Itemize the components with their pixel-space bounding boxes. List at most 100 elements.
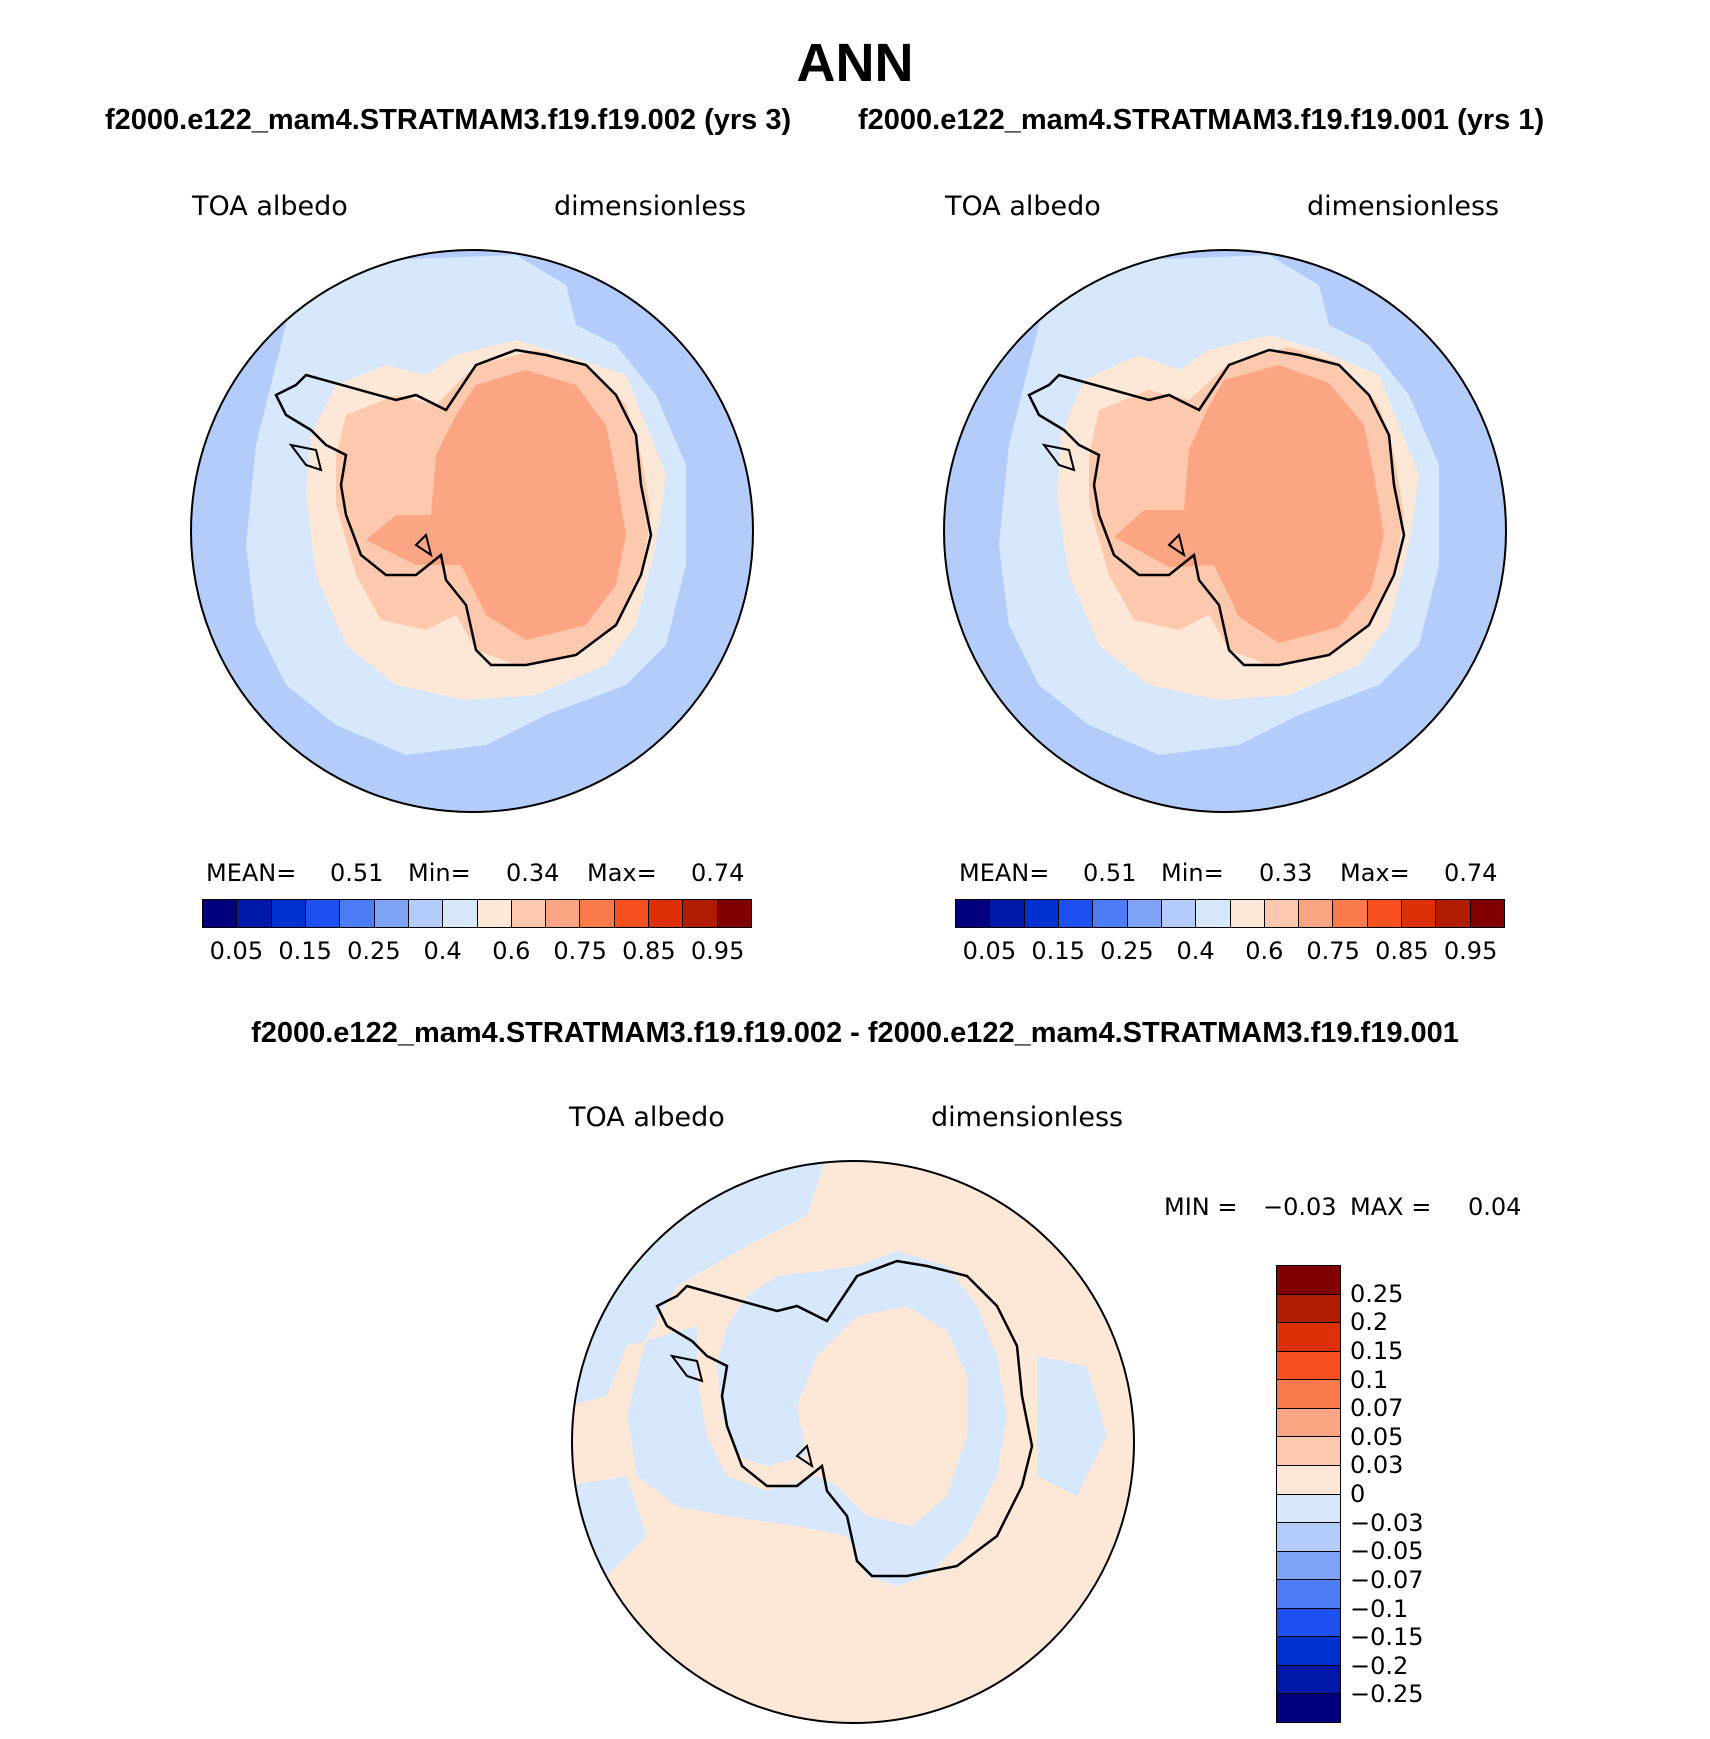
colorbar-tick-label: 0.85 [1375,937,1429,965]
colorbar-tick-label: 0.15 [1350,1336,1404,1365]
colorbar-tick-label: 0.4 [1176,937,1215,965]
panel2-colorbar [955,899,1505,928]
colorbar-tick-label: 0.85 [622,937,676,965]
diff-colorbar [1276,1265,1341,1723]
colorbar-box-10 [1277,1551,1340,1581]
colorbar-box-14 [1436,900,1471,927]
colorbar-box-1 [1277,1294,1340,1324]
colorbar-tick-label: −0.25 [1350,1680,1424,1709]
colorbar-box-9 [1277,1523,1340,1552]
colorbar-tick-label: 0.05 [1350,1422,1404,1451]
colorbar-box-3 [1277,1351,1340,1381]
panel2-interior [1114,365,1384,643]
diff-polar-map [571,1160,1135,1724]
colorbar-box-1 [237,900,272,927]
colorbar-box-15 [1277,1694,1340,1722]
colorbar-tick-label: 0.95 [1443,937,1498,965]
colorbar-box-11 [1333,900,1368,927]
colorbar-box-1 [990,900,1025,927]
colorbar-box-15 [717,900,751,927]
colorbar-box-2 [1024,900,1059,927]
panel1-units-label: dimensionless [554,191,747,222]
panel1-colorbar-ticks: 0.05 0.15 0.25 0.4 0.6 0.75 0.85 0.95 [202,937,752,967]
panel1-min-value: 0.34 [506,859,560,887]
colorbar-tick-label: 0.05 [209,937,264,965]
panel2-mean-label: MEAN= [959,859,1050,887]
page-title: ANN [796,33,914,93]
colorbar-tick-label: 0.2 [1350,1308,1389,1337]
diff-variable-label: TOA albedo [569,1102,725,1133]
colorbar-box-11 [1277,1580,1340,1609]
colorbar-tick-label: −0.07 [1350,1565,1424,1594]
colorbar-tick-label: −0.15 [1350,1623,1424,1652]
colorbar-box-8 [1230,900,1265,927]
colorbar-tick-label: 0.03 [1350,1451,1404,1480]
panel2-colorbar-ticks: 0.05 0.15 0.25 0.4 0.6 0.75 0.85 0.95 [955,937,1505,967]
panel2-max-value: 0.74 [1444,859,1498,887]
colorbar-box-14 [1277,1665,1340,1695]
panel1-variable-label: TOA albedo [192,191,348,222]
panel1-case-title: f2000.e122_mam4.STRATMAM3.f19.f19.002 (y… [105,104,792,136]
colorbar-tick-label: 0.15 [1031,937,1085,965]
diff-min-value: −0.03 [1263,1193,1337,1221]
colorbar-box-10 [546,900,581,927]
colorbar-tick-label: 0.15 [278,937,332,965]
colorbar-tick-label: −0.2 [1350,1651,1409,1680]
diff-max-label: MAX = [1350,1193,1432,1221]
diff-title: f2000.e122_mam4.STRATMAM3.f19.f19.002 - … [251,1017,1459,1049]
colorbar-box-7 [443,900,478,927]
panel1-max-value: 0.74 [691,859,745,887]
colorbar-box-3 [1058,900,1094,927]
panel2-mean-value: 0.51 [1083,859,1137,887]
colorbar-tick-label: 0.95 [690,937,745,965]
colorbar-box-12 [614,900,650,927]
colorbar-box-5 [374,900,409,927]
colorbar-box-13 [649,900,684,927]
panel2-variable-label: TOA albedo [945,191,1101,222]
panel1-polar-map [190,249,754,813]
colorbar-box-10 [1299,900,1334,927]
colorbar-box-11 [580,900,615,927]
panel2-case-title: f2000.e122_mam4.STRATMAM3.f19.f19.001 (y… [858,104,1545,136]
panel2-coastline [1027,348,1406,667]
colorbar-box-5 [1277,1408,1340,1438]
colorbar-box-15 [1470,900,1504,927]
colorbar-box-6 [1161,900,1197,927]
panel2-min-label: Min= [1161,859,1224,887]
colorbar-box-9 [1264,900,1300,927]
colorbar-tick-label: 0.05 [962,937,1017,965]
colorbar-box-2 [1277,1323,1340,1352]
colorbar-box-7 [1196,900,1231,927]
colorbar-tick-label: 0.07 [1350,1394,1404,1423]
colorbar-box-2 [271,900,306,927]
colorbar-box-12 [1367,900,1403,927]
colorbar-tick-label: 0.25 [1350,1279,1404,1308]
panel1-colorbar [202,899,752,928]
panel2-polar-map [943,249,1507,813]
colorbar-tick-label: −0.03 [1350,1508,1424,1537]
colorbar-box-13 [1277,1637,1340,1666]
panel1-min-label: Min= [408,859,471,887]
diff-colorbar-ticks: 0.25 0.2 0.15 0.1 0.07 0.05 0.03 0 −0.03 −0.05 −0.… [1350,1265,1450,1723]
colorbar-box-14 [683,900,718,927]
diff-max-value: 0.04 [1468,1193,1522,1221]
panel2-max-label: Max= [1340,859,1410,887]
colorbar-tick-label: 0.75 [1306,937,1360,965]
colorbar-box-4 [1277,1380,1340,1409]
panel1-mean-label: MEAN= [206,859,297,887]
colorbar-box-13 [1402,900,1437,927]
diff-min-label: MIN = [1164,1193,1238,1221]
colorbar-tick-label: 0.75 [553,937,607,965]
colorbar-box-6 [1277,1437,1340,1466]
colorbar-box-8 [1277,1494,1340,1524]
panel2-min-value: 0.33 [1259,859,1313,887]
diff-coastline [655,1259,1034,1578]
colorbar-box-4 [340,900,375,927]
colorbar-tick-label: 0.6 [1245,937,1284,965]
colorbar-box-5 [1127,900,1162,927]
colorbar-box-6 [408,900,444,927]
panel2-units-label: dimensionless [1307,191,1500,222]
colorbar-box-4 [1093,900,1128,927]
panel1-coastline [274,348,653,667]
colorbar-box-8 [477,900,512,927]
